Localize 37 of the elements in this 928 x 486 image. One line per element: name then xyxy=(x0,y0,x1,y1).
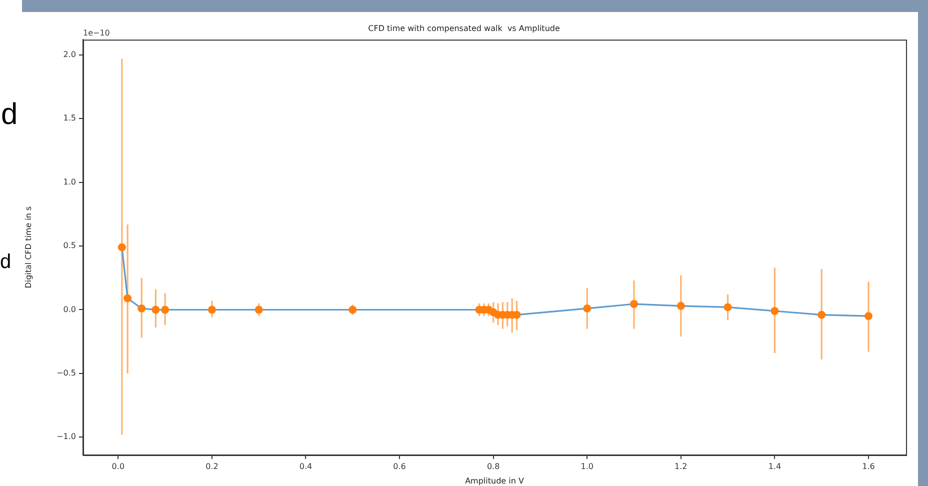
point xyxy=(864,312,872,320)
y-tick-label: 1.5 xyxy=(63,114,76,123)
x-tick-label: 0.2 xyxy=(206,462,218,471)
point xyxy=(676,302,685,310)
point xyxy=(583,304,592,312)
point xyxy=(152,306,160,314)
point xyxy=(770,307,779,316)
x-tick-label: 0.4 xyxy=(299,462,312,471)
y-tick-label: 0.0 xyxy=(63,304,76,314)
chart-title: CFD time with compensated walk vs Amplitude xyxy=(368,24,560,33)
x-tick-label: 1.0 xyxy=(580,462,594,471)
point xyxy=(138,304,146,312)
y-axis-title: Digital CFD time in s xyxy=(24,206,33,288)
point xyxy=(630,300,638,308)
x-tick-label: 0.8 xyxy=(486,462,500,471)
text: d xyxy=(1,98,18,131)
point xyxy=(124,294,132,302)
y-tick-label: 1.0 xyxy=(63,177,76,186)
point xyxy=(208,306,216,314)
y-tick-label: 2.0 xyxy=(63,50,76,59)
x-tick-label: 0.6 xyxy=(393,462,406,471)
point xyxy=(118,243,126,252)
point xyxy=(254,306,263,314)
point xyxy=(161,306,170,314)
x-tick-label: 1.4 xyxy=(768,462,782,471)
y-tick-label: −0.5 xyxy=(56,368,76,378)
y-tick-label: 0.5 xyxy=(63,241,76,250)
text: 1e−10 xyxy=(83,28,110,38)
x-tick-label: 1.2 xyxy=(674,462,688,471)
point xyxy=(818,310,826,319)
x-tick-label: 0.0 xyxy=(112,462,125,471)
point xyxy=(348,306,357,314)
text: d xyxy=(0,251,12,273)
x-axis-title: Amplitude in V xyxy=(465,476,524,486)
y-tick-label: −1.0 xyxy=(56,432,76,442)
x-tick-label: 1.6 xyxy=(862,462,875,471)
point xyxy=(724,303,732,312)
